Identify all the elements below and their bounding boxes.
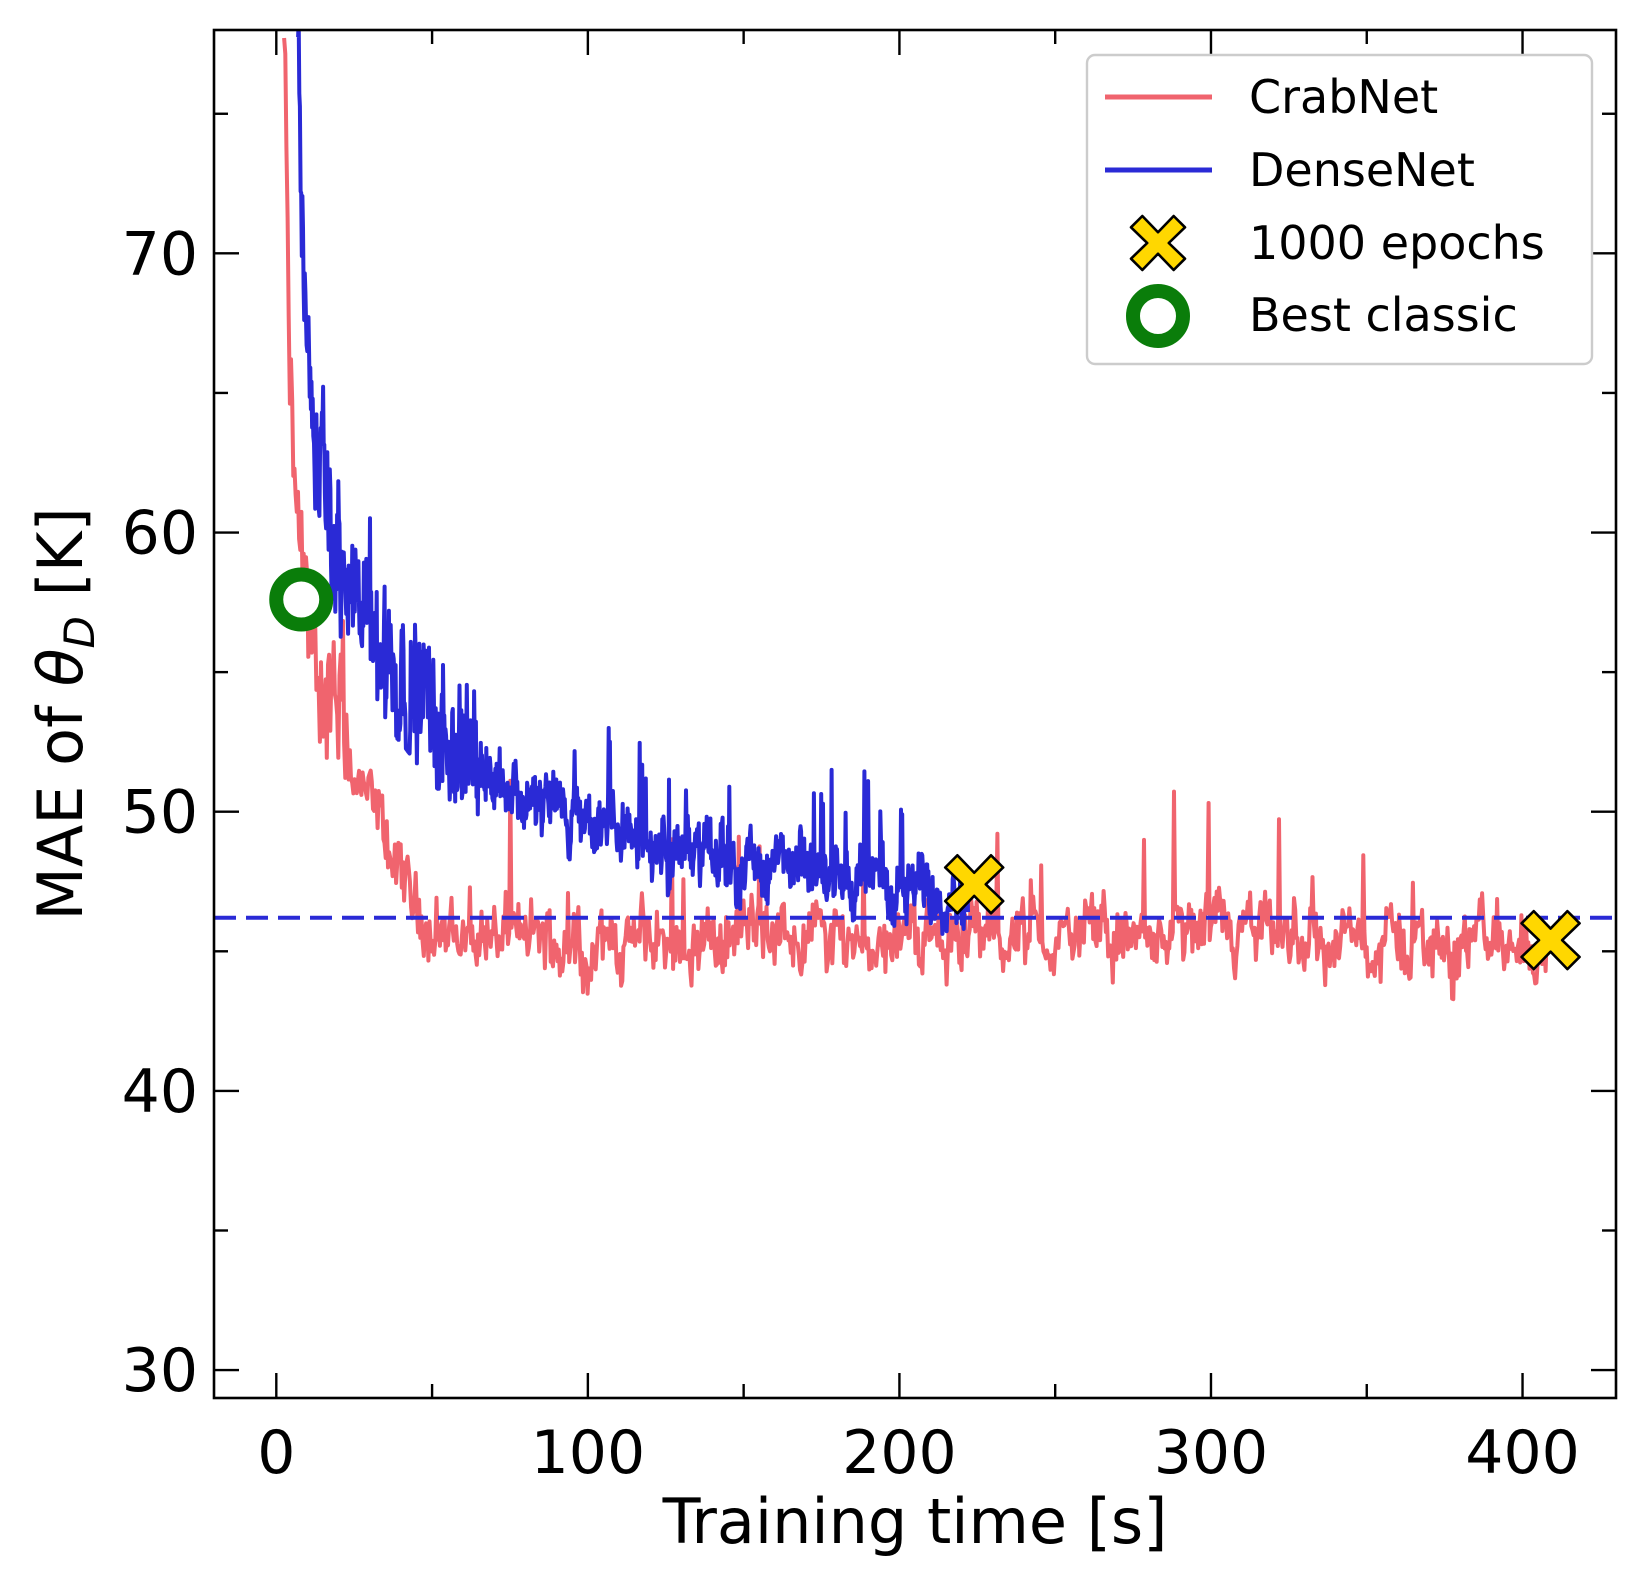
y-axis-label-subscript: D [55, 616, 104, 648]
x-axis-label: Training time [s] [662, 1485, 1168, 1558]
legend-crabnet-label: CrabNet [1249, 70, 1438, 124]
x-tick-label: 0 [257, 1418, 295, 1488]
y-axis-label-symbol: θ [24, 648, 97, 686]
epochs-1000-marker [1520, 909, 1581, 971]
legend-1000-epochs-marker [1129, 214, 1187, 272]
x-tick-label: 200 [842, 1418, 957, 1488]
y-tick-label: 30 [122, 1336, 198, 1406]
legend-1000-epochs-label: 1000 epochs [1249, 216, 1545, 270]
best-classic-marker [269, 567, 334, 632]
plot-frame [212, 28, 1618, 1400]
legend-box [1085, 53, 1594, 366]
legend-x-shape [1129, 214, 1187, 272]
y-axis-label: MAE of θD [K] [24, 507, 104, 920]
epochs-1000-marker [943, 854, 1005, 915]
x-tick-label: 100 [531, 1418, 646, 1488]
y-tick-label: 60 [122, 499, 198, 569]
legend-best-classic-marker [1126, 284, 1190, 348]
tick-layer: 0 100 200 300 400 30 40 50 60 70 [122, 30, 1616, 1488]
legend-best-classic-label: Best classic [1249, 288, 1518, 342]
x-tick-label: 300 [1154, 1418, 1269, 1488]
legend-densenet-label: DenseNet [1249, 143, 1475, 197]
legend: CrabNet DenseNet 1000 epochs Best classi… [1085, 53, 1594, 366]
y-tick-label: 40 [122, 1057, 198, 1127]
series-densenet-line [296, 30, 970, 936]
marker-layer [269, 567, 1581, 971]
y-axis-label-suffix: [K] [24, 507, 97, 616]
y-axis-label-prefix: MAE of [24, 686, 97, 920]
y-tick-label: 70 [122, 219, 198, 289]
y-tick-label: 50 [122, 778, 198, 848]
x-tick-label: 400 [1465, 1418, 1580, 1488]
